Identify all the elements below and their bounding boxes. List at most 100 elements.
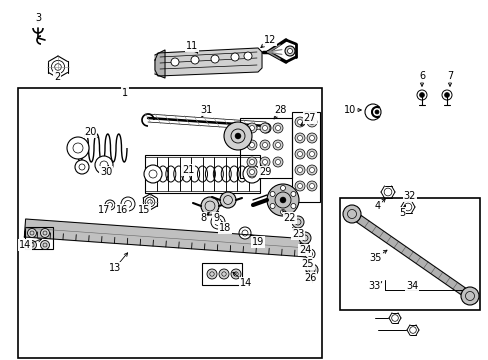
Circle shape xyxy=(291,216,304,228)
Circle shape xyxy=(121,197,135,211)
Text: 25: 25 xyxy=(301,259,314,269)
Text: 31: 31 xyxy=(200,105,212,115)
Circle shape xyxy=(306,133,316,143)
Circle shape xyxy=(27,240,37,249)
Bar xyxy=(156,157,168,191)
Circle shape xyxy=(297,167,302,172)
Circle shape xyxy=(249,170,254,175)
Circle shape xyxy=(269,203,275,208)
Text: 34: 34 xyxy=(405,281,417,291)
Circle shape xyxy=(306,181,316,191)
Circle shape xyxy=(224,122,251,150)
Circle shape xyxy=(285,46,294,56)
Text: 32: 32 xyxy=(403,191,415,201)
Text: 9: 9 xyxy=(212,213,219,223)
Circle shape xyxy=(290,203,295,208)
Text: 24: 24 xyxy=(298,245,310,255)
Circle shape xyxy=(230,53,239,61)
Bar xyxy=(202,263,242,285)
Circle shape xyxy=(269,192,275,197)
Circle shape xyxy=(294,117,305,127)
Bar xyxy=(225,157,237,191)
Circle shape xyxy=(220,192,236,208)
Text: 10: 10 xyxy=(343,105,355,115)
Text: 20: 20 xyxy=(83,127,96,137)
Circle shape xyxy=(239,227,250,239)
Text: 7: 7 xyxy=(446,71,452,81)
Circle shape xyxy=(297,120,302,125)
Circle shape xyxy=(275,126,280,130)
Bar xyxy=(237,157,248,191)
Circle shape xyxy=(444,93,448,98)
Circle shape xyxy=(75,160,89,174)
Text: 29: 29 xyxy=(258,167,271,177)
Circle shape xyxy=(243,165,261,183)
Text: 12: 12 xyxy=(263,35,276,45)
Circle shape xyxy=(219,269,228,279)
Circle shape xyxy=(309,135,314,140)
Polygon shape xyxy=(349,211,471,299)
Circle shape xyxy=(460,287,478,305)
Text: 27: 27 xyxy=(303,113,316,123)
Circle shape xyxy=(262,126,267,130)
Text: 4: 4 xyxy=(374,201,380,211)
Circle shape xyxy=(262,159,267,165)
Bar xyxy=(145,157,156,191)
Circle shape xyxy=(249,126,254,130)
Text: 13: 13 xyxy=(109,263,121,273)
Text: 18: 18 xyxy=(219,223,231,233)
Circle shape xyxy=(201,197,219,215)
Polygon shape xyxy=(155,50,164,78)
Circle shape xyxy=(260,157,269,167)
Circle shape xyxy=(235,133,241,139)
Text: 21: 21 xyxy=(182,165,194,175)
Circle shape xyxy=(306,117,316,127)
Circle shape xyxy=(290,192,295,197)
Circle shape xyxy=(294,149,305,159)
Circle shape xyxy=(210,55,219,63)
Circle shape xyxy=(27,229,37,238)
Text: 1: 1 xyxy=(122,88,128,98)
Text: 17: 17 xyxy=(98,205,110,215)
Circle shape xyxy=(191,56,199,64)
Polygon shape xyxy=(155,48,262,76)
Circle shape xyxy=(275,143,280,148)
Text: 22: 22 xyxy=(283,213,296,223)
Circle shape xyxy=(95,156,113,174)
Text: 11: 11 xyxy=(185,41,198,51)
Text: 26: 26 xyxy=(303,273,316,283)
Bar xyxy=(248,157,260,191)
Circle shape xyxy=(206,269,217,279)
Circle shape xyxy=(260,140,269,150)
Circle shape xyxy=(275,159,280,165)
Circle shape xyxy=(272,140,283,150)
Text: 2: 2 xyxy=(54,72,60,82)
Circle shape xyxy=(41,240,49,249)
Text: 3: 3 xyxy=(35,13,41,23)
Bar xyxy=(191,157,202,191)
Circle shape xyxy=(342,205,360,223)
Circle shape xyxy=(171,58,179,66)
Circle shape xyxy=(143,165,162,183)
Circle shape xyxy=(374,110,378,114)
Circle shape xyxy=(280,197,285,203)
Circle shape xyxy=(297,135,302,140)
Circle shape xyxy=(246,140,257,150)
Circle shape xyxy=(262,143,267,148)
Circle shape xyxy=(249,159,254,165)
Text: 19: 19 xyxy=(251,237,264,247)
Circle shape xyxy=(280,210,285,215)
Circle shape xyxy=(41,229,49,238)
Circle shape xyxy=(294,165,305,175)
Bar xyxy=(339,198,479,310)
Circle shape xyxy=(305,264,317,276)
Circle shape xyxy=(309,152,314,157)
Text: 35: 35 xyxy=(369,253,382,263)
Circle shape xyxy=(309,184,314,189)
Circle shape xyxy=(419,93,424,98)
Bar xyxy=(214,157,225,191)
Circle shape xyxy=(297,184,302,189)
Circle shape xyxy=(260,123,269,133)
Circle shape xyxy=(306,149,316,159)
Circle shape xyxy=(249,143,254,148)
